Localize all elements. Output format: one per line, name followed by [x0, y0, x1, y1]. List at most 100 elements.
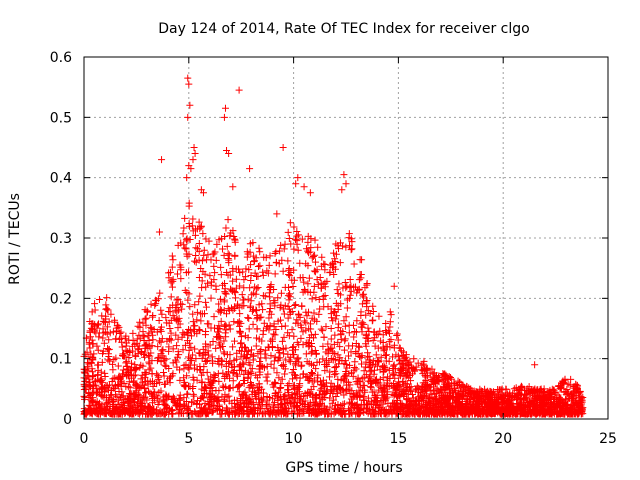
data-point [217, 334, 225, 342]
data-point [298, 398, 306, 406]
data-point [103, 305, 111, 313]
data-point [169, 359, 177, 367]
data-point [284, 314, 292, 322]
data-point [276, 384, 284, 392]
data-point [228, 361, 236, 369]
data-point [332, 363, 340, 371]
data-point [313, 374, 321, 382]
data-point [210, 276, 218, 284]
data-point [397, 399, 405, 407]
data-point [577, 410, 585, 418]
data-point [414, 359, 422, 367]
data-point [168, 406, 176, 414]
data-point [255, 383, 263, 391]
data-point [86, 402, 94, 410]
data-point [88, 409, 96, 417]
data-point [223, 310, 231, 318]
data-point [177, 266, 185, 274]
data-point [142, 370, 150, 378]
data-point [358, 328, 366, 336]
data-point [350, 321, 358, 329]
data-point [517, 394, 525, 402]
data-point [356, 377, 364, 385]
data-point [119, 366, 127, 374]
data-point [467, 405, 475, 413]
data-point [237, 340, 245, 348]
data-point [362, 342, 370, 350]
data-point [225, 368, 233, 376]
data-point [97, 383, 105, 391]
data-point [325, 346, 333, 354]
data-point [203, 320, 211, 328]
data-point [202, 340, 210, 348]
data-point [311, 236, 319, 244]
data-point [211, 269, 219, 277]
data-point [179, 230, 187, 238]
data-point [360, 293, 368, 301]
data-point [261, 408, 269, 416]
data-point [197, 223, 205, 231]
data-point [152, 406, 160, 414]
data-point [98, 312, 106, 320]
data-point [356, 406, 364, 414]
data-point [191, 231, 199, 239]
data-point [257, 405, 265, 413]
data-point [286, 272, 294, 280]
data-point [183, 328, 191, 336]
data-point [191, 257, 199, 265]
data-point [285, 235, 293, 243]
data-point [215, 300, 223, 308]
data-point [291, 302, 299, 310]
data-point [190, 144, 198, 151]
data-point [505, 393, 513, 401]
data-point [176, 391, 184, 399]
data-point [92, 401, 100, 409]
data-point [304, 376, 312, 384]
data-point [284, 292, 292, 300]
data-point [145, 409, 153, 417]
data-point [463, 394, 471, 402]
data-point [297, 324, 305, 332]
data-point [243, 348, 251, 356]
data-point [356, 391, 364, 399]
data-point [149, 312, 157, 320]
data-point [559, 377, 567, 385]
data-point [498, 409, 506, 417]
data-point [484, 410, 492, 418]
data-point [286, 219, 294, 227]
data-point [98, 358, 106, 366]
data-point [293, 237, 301, 245]
data-point [244, 250, 252, 258]
data-point [362, 358, 370, 366]
data-point [359, 291, 367, 299]
data-point [197, 407, 205, 415]
data-point [235, 382, 243, 390]
data-point [175, 404, 183, 412]
data-point [389, 371, 397, 379]
data-point [192, 355, 200, 363]
data-point [116, 329, 124, 337]
data-point [423, 380, 431, 388]
data-point [398, 388, 406, 396]
data-point [151, 301, 159, 309]
data-point [235, 304, 243, 312]
data-point [243, 351, 251, 359]
data-point [359, 396, 367, 404]
data-point [253, 374, 261, 382]
data-point [576, 407, 584, 415]
data-point [151, 379, 159, 387]
data-point [340, 372, 348, 380]
data-point [235, 318, 243, 326]
data-point [271, 270, 279, 278]
data-point [294, 231, 302, 239]
data-point [257, 362, 265, 370]
data-point [339, 284, 347, 292]
data-point [443, 399, 451, 407]
data-point [200, 251, 208, 259]
data-point [249, 239, 257, 247]
data-point [222, 322, 230, 330]
data-point [235, 388, 243, 396]
data-point [155, 389, 163, 397]
data-point [363, 299, 371, 307]
data-point [317, 380, 325, 388]
